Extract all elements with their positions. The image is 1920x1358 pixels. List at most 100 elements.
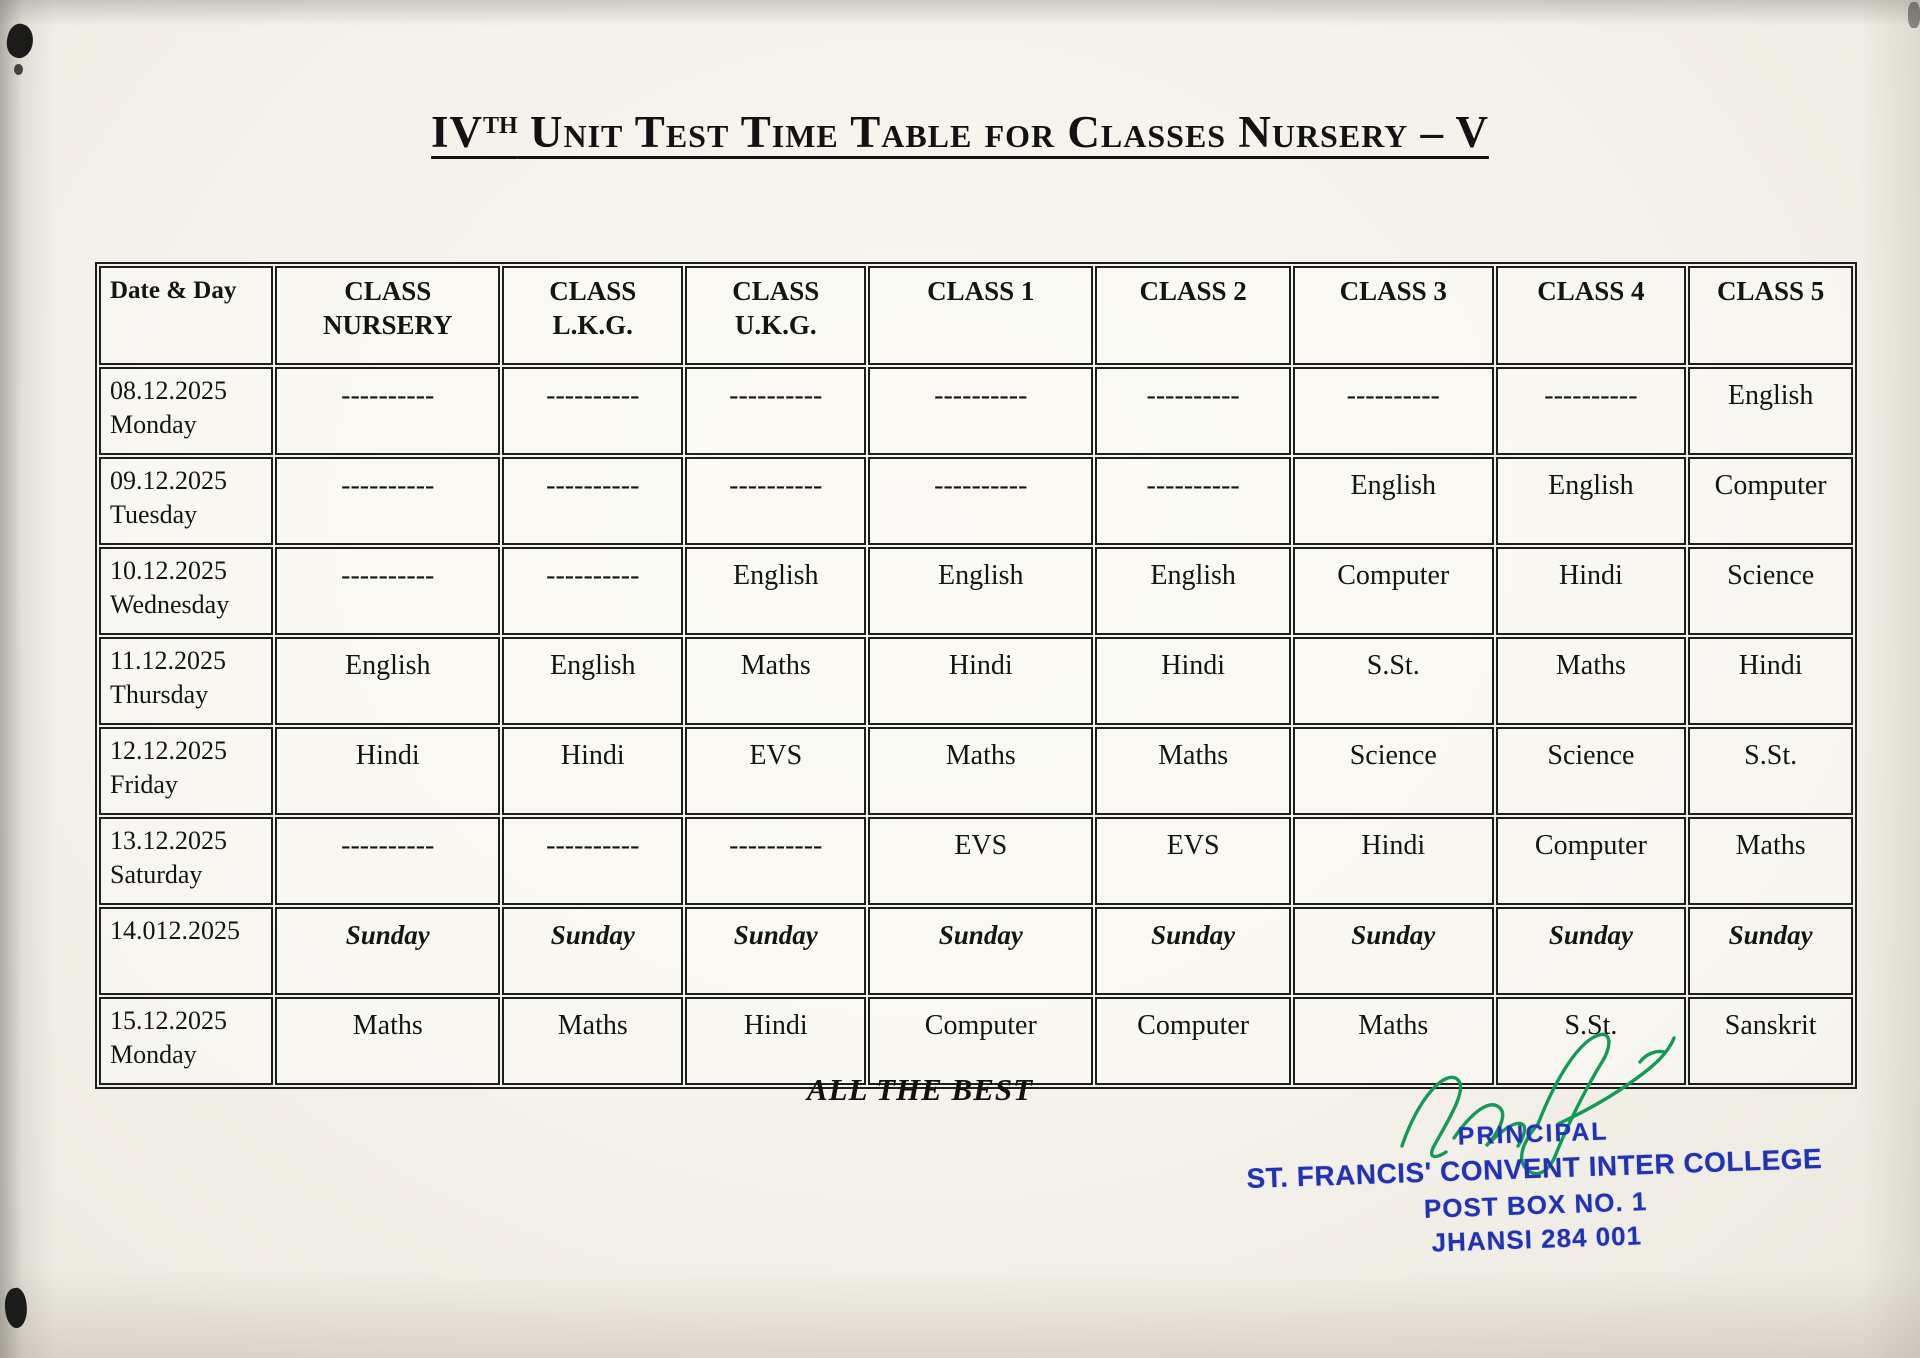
column-header: Date & Day bbox=[99, 266, 274, 365]
table-row: 08.12.2025 Monday ---------- ---------- ----… bbox=[99, 367, 1853, 455]
subject-cell: Science bbox=[1495, 727, 1687, 815]
all-the-best-note: ALL THE BEST bbox=[806, 1072, 1034, 1107]
subject-cell: ---------- bbox=[275, 547, 501, 635]
subject-cell: ---------- bbox=[685, 367, 867, 455]
subject-cell: Computer bbox=[1095, 997, 1291, 1085]
scan-artifact bbox=[14, 64, 23, 75]
subject-cell: ---------- bbox=[1095, 457, 1291, 545]
subject-cell: S.St. bbox=[1688, 727, 1853, 815]
subject-cell: Sunday bbox=[275, 907, 501, 995]
subject-cell: Hindi bbox=[275, 727, 501, 815]
subject-cell: English bbox=[502, 637, 684, 725]
subject-cell: EVS bbox=[685, 727, 867, 815]
date-day-cell: 11.12.2025 Thursday bbox=[99, 637, 274, 725]
timetable: Date & Day CLASS NURSERY CLASS L.K.G. CLASS… bbox=[95, 262, 1857, 1089]
title-superscript: TH bbox=[483, 113, 518, 139]
subject-cell: Hindi bbox=[685, 997, 867, 1085]
scan-artifact bbox=[2, 1286, 30, 1330]
subject-cell: English bbox=[1095, 547, 1291, 635]
subject-cell: English bbox=[1292, 457, 1494, 545]
subject-cell: S.St. bbox=[1292, 637, 1494, 725]
subject-cell: ---------- bbox=[1495, 367, 1687, 455]
date-day-cell: 10.12.2025 Wednesday bbox=[99, 547, 274, 635]
date-text: 11.12.2025 bbox=[110, 646, 227, 675]
subject-cell: Science bbox=[1292, 727, 1494, 815]
subject-cell: Computer bbox=[1495, 817, 1687, 905]
page-title: IVTH Unit Test Time Table for Classes Nu… bbox=[0, 106, 1920, 158]
subject-cell: Maths bbox=[1495, 637, 1687, 725]
table-row: 10.12.2025 Wednesday ---------- ---------- E… bbox=[99, 547, 1853, 635]
date-text: 12.12.2025 bbox=[110, 736, 227, 765]
subject-cell: EVS bbox=[868, 817, 1094, 905]
subject-cell: ---------- bbox=[685, 457, 867, 545]
header-row: Date & Day CLASS NURSERY CLASS L.K.G. CLASS… bbox=[99, 266, 1853, 365]
subject-cell: Maths bbox=[685, 637, 867, 725]
subject-cell: Sunday bbox=[1688, 907, 1853, 995]
subject-cell: Computer bbox=[1292, 547, 1494, 635]
subject-cell: ---------- bbox=[868, 457, 1094, 545]
column-header: CLASS 3 bbox=[1292, 266, 1494, 365]
table-row: 13.12.2025 Saturday ---------- ---------- --… bbox=[99, 817, 1853, 905]
day-text: Monday bbox=[110, 1039, 197, 1069]
scan-artifact bbox=[3, 21, 37, 61]
column-header: CLASS 1 bbox=[868, 266, 1094, 365]
subject-cell: Sanskrit bbox=[1688, 997, 1853, 1085]
column-header: CLASS 4 bbox=[1495, 266, 1687, 365]
subject-cell: Maths bbox=[1095, 727, 1291, 815]
subject-cell: Maths bbox=[275, 997, 501, 1085]
subject-cell: ---------- bbox=[1095, 367, 1291, 455]
subject-cell: Sunday bbox=[502, 907, 684, 995]
table-row: 14.012.2025 Sunday Sunday Sunday Sunday Sunda… bbox=[99, 907, 1853, 995]
subject-cell: ---------- bbox=[1292, 367, 1494, 455]
subject-cell: Hindi bbox=[868, 637, 1094, 725]
principal-signature bbox=[1400, 1032, 1676, 1176]
column-header: CLASS 5 bbox=[1688, 266, 1853, 365]
date-text: 08.12.2025 bbox=[110, 376, 227, 405]
day-text: Friday bbox=[110, 769, 178, 799]
subject-cell: Science bbox=[1688, 547, 1853, 635]
subject-cell: Sunday bbox=[1292, 907, 1494, 995]
subject-cell: ---------- bbox=[502, 367, 684, 455]
date-text: 13.12.2025 bbox=[110, 826, 227, 855]
title-roman-numeral: IV bbox=[431, 107, 484, 157]
subject-cell: Maths bbox=[1688, 817, 1853, 905]
date-text: 10.12.2025 bbox=[110, 556, 227, 585]
subject-cell: ---------- bbox=[502, 817, 684, 905]
subject-cell: ---------- bbox=[275, 457, 501, 545]
subject-cell: English bbox=[275, 637, 501, 725]
column-header: CLASS L.K.G. bbox=[502, 266, 684, 365]
subject-cell: Hindi bbox=[502, 727, 684, 815]
subject-cell: Computer bbox=[1688, 457, 1853, 545]
subject-cell: ---------- bbox=[275, 817, 501, 905]
subject-cell: Sunday bbox=[868, 907, 1094, 995]
subject-cell: English bbox=[1495, 457, 1687, 545]
subject-cell: Maths bbox=[502, 997, 684, 1085]
day-text: Tuesday bbox=[110, 499, 198, 529]
subject-cell: English bbox=[1688, 367, 1853, 455]
column-header: CLASS NURSERY bbox=[275, 266, 501, 365]
subject-cell: EVS bbox=[1095, 817, 1291, 905]
subject-cell: Sunday bbox=[1495, 907, 1687, 995]
subject-cell: Hindi bbox=[1688, 637, 1853, 725]
subject-cell: Computer bbox=[868, 997, 1094, 1085]
subject-cell: Sunday bbox=[685, 907, 867, 995]
date-text: 09.12.2025 bbox=[110, 466, 227, 495]
date-day-cell: 14.012.2025 bbox=[99, 907, 274, 995]
table-row: 09.12.2025 Tuesday ---------- ---------- ---… bbox=[99, 457, 1853, 545]
subject-cell: ---------- bbox=[275, 367, 501, 455]
title-text: Unit Test Time Table for Classes Nursery… bbox=[517, 107, 1489, 157]
principal-stamp: PRINCIPAL ST. FRANCIS' CONVENT INTER COL… bbox=[1243, 1108, 1827, 1267]
date-day-cell: 09.12.2025 Tuesday bbox=[99, 457, 274, 545]
column-header: CLASS U.K.G. bbox=[685, 266, 867, 365]
day-text: Thursday bbox=[110, 679, 209, 709]
scan-artifact bbox=[1908, 2, 1920, 28]
date-day-cell: 08.12.2025 Monday bbox=[99, 367, 274, 455]
column-header: CLASS 2 bbox=[1095, 266, 1291, 365]
subject-cell: English bbox=[685, 547, 867, 635]
date-text: 15.12.2025 bbox=[110, 1006, 227, 1035]
table-row: 11.12.2025 Thursday English English Maths Hin… bbox=[99, 637, 1853, 725]
day-text: Saturday bbox=[110, 859, 203, 889]
subject-cell: ---------- bbox=[685, 817, 867, 905]
date-day-cell: 12.12.2025 Friday bbox=[99, 727, 274, 815]
subject-cell: English bbox=[868, 547, 1094, 635]
